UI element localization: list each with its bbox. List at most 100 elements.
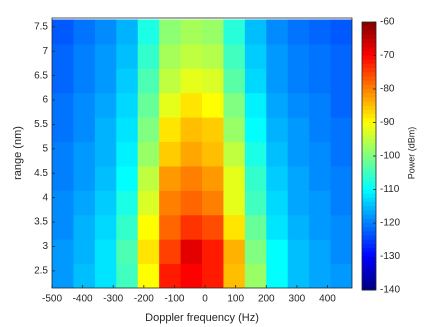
heatmap-cell: [137, 92, 160, 118]
heatmap-cell: [309, 43, 332, 69]
heatmap-cell: [287, 214, 310, 240]
heatmap-cell: [116, 117, 139, 143]
heatmap-cell: [266, 263, 289, 288]
heatmap-cell: [223, 239, 246, 265]
colorbar-swatch: [362, 176, 376, 182]
heatmap-cell: [330, 214, 352, 240]
colorbar-swatch: [362, 139, 376, 144]
heatmap-cell: [116, 141, 139, 167]
heatmap-cell: [309, 117, 332, 143]
x-tick-label: 0: [202, 294, 208, 305]
heatmap-cell: [159, 263, 182, 288]
heatmap-cell: [202, 19, 224, 45]
heatmap-cell: [287, 19, 310, 45]
colorbar-swatch: [362, 143, 376, 149]
colorbar-swatch: [362, 109, 376, 115]
colorbar-swatch: [362, 59, 376, 65]
colorbar-swatch: [362, 281, 376, 287]
y-tick-label: 4: [42, 192, 48, 203]
heatmap-cell: [180, 92, 203, 118]
y-tick-label: 3.5: [34, 217, 48, 228]
heatmap-cell: [94, 214, 117, 240]
heatmap-cell: [330, 92, 352, 118]
heatmap-cell: [309, 141, 332, 167]
colorbar-swatch: [362, 38, 376, 44]
heatmap-cell: [202, 165, 224, 191]
heatmap-cell: [244, 117, 267, 143]
heatmap-cell: [202, 190, 224, 216]
colorbar-swatch: [362, 160, 376, 165]
heatmap-cell: [94, 239, 117, 265]
heatmap-cell: [94, 263, 117, 288]
heatmap-cell: [202, 117, 224, 143]
heatmap-cell: [116, 43, 139, 69]
heatmap: [52, 19, 352, 288]
colorbar-swatch: [362, 185, 376, 190]
heatmap-cell: [180, 19, 203, 45]
heatmap-cell: [287, 190, 310, 216]
colorbar-swatch: [362, 76, 376, 82]
colorbar-swatch: [362, 97, 376, 103]
colorbar-tick-label: -70: [380, 50, 395, 61]
heatmap-cell: [73, 19, 96, 45]
heatmap-cell: [137, 19, 160, 45]
heatmap-cell: [330, 19, 352, 45]
heatmap-cell: [52, 141, 74, 167]
heatmap-cell: [287, 141, 310, 167]
heatmap-cell: [159, 214, 182, 240]
x-tick-label: -100: [164, 294, 184, 305]
colorbar-swatch: [362, 80, 376, 86]
heatmap-cell: [73, 68, 96, 94]
heatmap-cell: [330, 239, 352, 265]
heatmap-cell: [159, 165, 182, 191]
colorbar-swatch: [362, 55, 376, 61]
colorbar-swatch: [362, 22, 376, 27]
heatmap-cell: [266, 19, 289, 45]
colorbar-swatch: [362, 181, 376, 186]
colorbar-swatch: [362, 68, 376, 73]
heatmap-cell: [180, 141, 203, 167]
x-tick-label: -200: [134, 294, 154, 305]
heatmap-cell: [244, 214, 267, 240]
heatmap-cell: [202, 214, 224, 240]
heatmap-cell: [244, 190, 267, 216]
colorbar-tick-label: -60: [380, 17, 395, 28]
colorbar-swatch: [362, 210, 376, 216]
colorbar-swatch: [362, 34, 376, 40]
heatmap-cell: [202, 92, 224, 118]
x-tick-label: 100: [227, 294, 244, 305]
heatmap-cell: [266, 190, 289, 216]
colorbar-swatch: [362, 206, 376, 211]
heatmap-cell: [180, 190, 203, 216]
heatmap-cell: [266, 43, 289, 69]
x-tick-label: 300: [289, 294, 306, 305]
colorbar-swatch: [362, 256, 376, 262]
heatmap-cell: [202, 68, 224, 94]
colorbar-swatch: [362, 63, 376, 69]
heatmap-cell: [223, 117, 246, 143]
heatmap-cell: [180, 117, 203, 143]
heatmap-cell: [330, 43, 352, 69]
heatmap-cell: [244, 141, 267, 167]
heatmap-cell: [52, 190, 74, 216]
heatmap-cell: [116, 190, 139, 216]
colorbar-swatch: [362, 114, 376, 119]
heatmap-cell: [159, 92, 182, 118]
colorbar-swatch: [362, 243, 376, 249]
heatmap-cell: [52, 19, 74, 45]
colorbar-swatch: [362, 130, 376, 136]
x-tick-label: -500: [42, 294, 62, 305]
y-tick-label: 6: [42, 95, 48, 106]
y-tick-label: 6.5: [34, 70, 48, 81]
colorbar-swatch: [362, 151, 376, 157]
y-axis-label: range (nm): [12, 126, 24, 180]
heatmap-cell: [223, 92, 246, 118]
colorbar-tick-label: -110: [380, 184, 400, 195]
heatmap-cell: [244, 19, 267, 45]
heatmap-cell: [94, 141, 117, 167]
y-tick-label: 4.5: [34, 168, 48, 179]
heatmap-cell: [330, 141, 352, 167]
heatmap-cell: [116, 19, 139, 45]
heatmap-cell: [223, 19, 246, 45]
